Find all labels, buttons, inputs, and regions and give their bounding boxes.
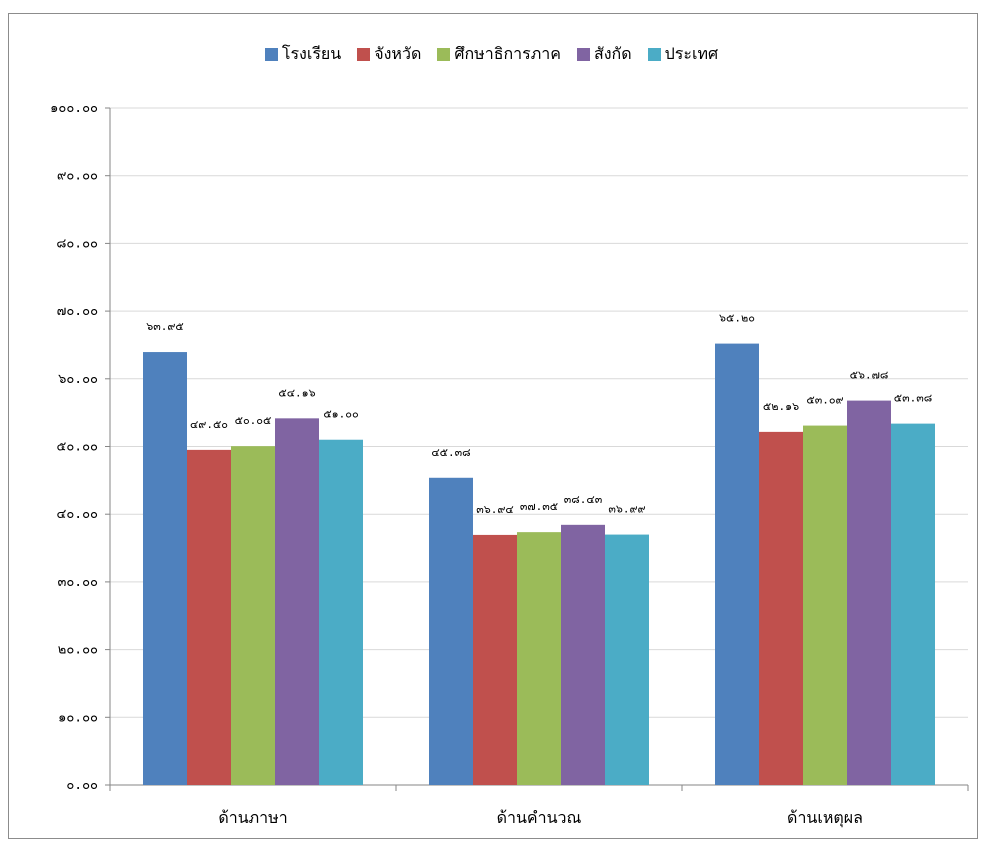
legend-swatch (437, 48, 451, 61)
data-label: ๖๓.๙๕ (146, 320, 184, 333)
y-tick-label: ๒๐.๐๐ (58, 643, 98, 658)
bar (143, 352, 187, 785)
y-tick-label: ๗๐.๐๐ (57, 304, 98, 319)
x-category-label: ด้านคำนวณ (497, 808, 582, 827)
legend-label: จังหวัด (374, 44, 422, 63)
bar (803, 425, 847, 785)
y-tick-label: ๖๐.๐๐ (58, 372, 98, 387)
legend-item: ศึกษาธิการภาค (437, 42, 561, 67)
legend-label: ศึกษาธิการภาค (454, 44, 561, 63)
bar (891, 423, 935, 785)
y-tick-label: ๐.๐๐ (66, 778, 98, 793)
y-tick-label: ๓๐.๐๐ (57, 575, 98, 590)
bar (187, 449, 231, 785)
legend-swatch (264, 48, 278, 61)
legend-swatch (576, 48, 590, 61)
bar (473, 534, 517, 785)
bar (715, 343, 759, 785)
bar (517, 532, 561, 785)
bar (319, 439, 363, 785)
bar (275, 418, 319, 785)
legend-item: จังหวัด (357, 42, 421, 67)
legend-swatch (357, 48, 371, 61)
data-label: ๕๒.๑๖ (763, 400, 799, 413)
y-tick-label: ๕๐.๐๐ (57, 440, 99, 455)
legend-item: สังกัด (576, 42, 632, 67)
data-label: ๓๗.๓๕ (520, 500, 558, 513)
legend-label: โรงเรียน (281, 44, 342, 63)
data-label: ๔๕.๓๘ (431, 446, 470, 459)
legend-label: สังกัด (593, 44, 632, 63)
legend-label: ประเทศ (664, 44, 719, 63)
data-label: ๕๑.๐๐ (323, 408, 358, 421)
x-category-label: ด้านภาษา (218, 808, 287, 827)
bar (429, 477, 473, 785)
y-tick-label: ๔๐.๐๐ (57, 507, 99, 522)
data-label: ๕๓.๐๙ (806, 394, 843, 407)
data-label: ๖๕.๒๐ (719, 312, 755, 325)
y-tick-label: ๑๐๐.๐๐ (50, 101, 98, 116)
data-label: ๕๔.๑๖ (278, 386, 315, 399)
x-category-label: ด้านเหตุผล (787, 808, 863, 828)
data-label: ๓๘.๔๓ (564, 493, 602, 506)
bar (605, 534, 649, 785)
legend: โรงเรียน จังหวัด ศึกษาธิการภาค สังกัด ประเทศ (0, 42, 983, 67)
data-label: ๓๖.๙๔ (476, 503, 514, 516)
data-label: ๕๖.๗๘ (850, 369, 889, 382)
bar (847, 400, 891, 785)
data-label: ๔๙.๕๐ (190, 418, 228, 431)
data-label: ๓๖.๙๙ (608, 503, 645, 516)
legend-item: ประเทศ (647, 42, 719, 67)
y-tick-label: ๑๐.๐๐ (58, 710, 98, 725)
legend-item: โรงเรียน (264, 42, 342, 67)
data-label: ๕๓.๓๘ (894, 392, 932, 405)
bar (561, 524, 605, 785)
legend-swatch (647, 48, 661, 61)
y-tick-label: ๙๐.๐๐ (57, 169, 98, 184)
bar (759, 431, 803, 785)
bar (231, 446, 275, 785)
y-tick-label: ๘๐.๐๐ (56, 236, 98, 251)
data-label: ๕๐.๐๕ (235, 414, 272, 427)
